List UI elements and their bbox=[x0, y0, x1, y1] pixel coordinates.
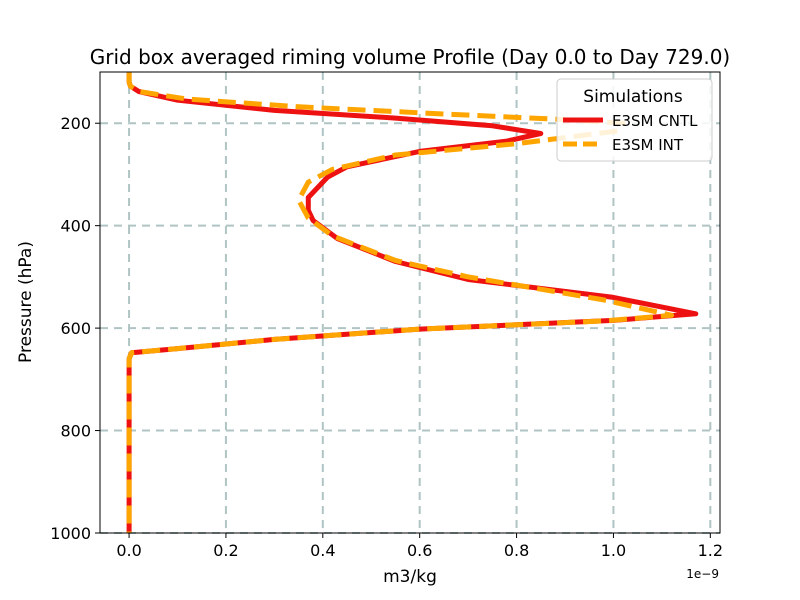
legend-title: Simulations bbox=[583, 87, 683, 107]
y-tick-label: 400 bbox=[60, 217, 91, 236]
y-tick-label: 1000 bbox=[50, 524, 91, 543]
series-line-e3sm-cntl bbox=[126, 72, 699, 533]
legend: Simulations E3SM CNTL E3SM INT bbox=[556, 78, 713, 162]
legend-label-int: E3SM INT bbox=[612, 136, 684, 154]
legend-box bbox=[556, 78, 713, 162]
y-tick-label: 200 bbox=[60, 114, 91, 133]
series-line-e3sm-int bbox=[126, 72, 675, 533]
x-tick-label: 0.2 bbox=[213, 541, 238, 560]
x-tick-label: 1.0 bbox=[601, 541, 626, 560]
legend-label-cntl: E3SM CNTL bbox=[612, 112, 698, 130]
x-axis-label: m3/kg bbox=[383, 567, 437, 587]
y-tick-label: 600 bbox=[60, 319, 91, 338]
x-tick-label: 1.2 bbox=[698, 541, 723, 560]
x-axis-scale-label: 1e−9 bbox=[686, 567, 719, 581]
y-axis-label: Pressure (hPa) bbox=[16, 241, 36, 363]
x-axis-ticks: 0.0 0.2 0.4 0.6 0.8 1.0 1.2 bbox=[116, 533, 723, 560]
series-layer bbox=[126, 72, 699, 533]
plot-frame bbox=[99, 71, 721, 534]
x-tick-label: 0.4 bbox=[310, 541, 335, 560]
chart-title: Grid box averaged riming volume Profile … bbox=[90, 45, 730, 69]
x-tick-label: 0.8 bbox=[504, 541, 529, 560]
y-axis-ticks: 200 400 600 800 1000 bbox=[50, 114, 100, 543]
y-tick-label: 800 bbox=[60, 422, 91, 441]
x-tick-label: 0.0 bbox=[116, 541, 141, 560]
x-tick-label: 0.6 bbox=[407, 541, 432, 560]
